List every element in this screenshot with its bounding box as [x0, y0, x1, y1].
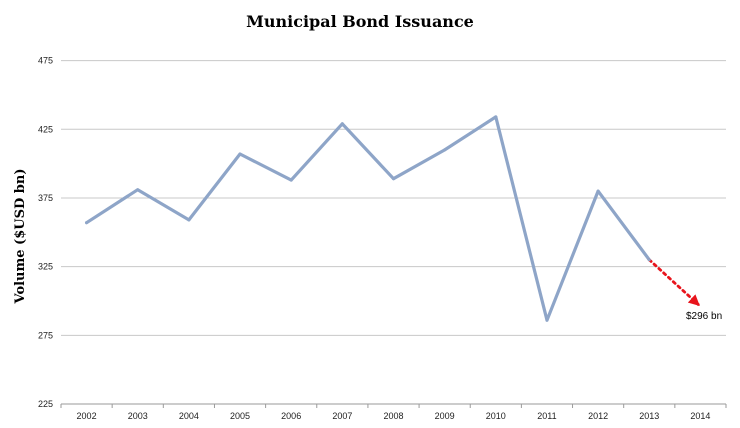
data-point-2011: [545, 318, 549, 322]
data-point-2013: [647, 258, 651, 262]
x-tick-label: 2012: [588, 411, 608, 421]
data-point-2010: [494, 115, 498, 119]
x-tick-label: 2002: [77, 411, 97, 421]
series-line-0: [84, 115, 651, 322]
y-axis-label: Volume ($USD bn): [13, 169, 28, 305]
y-tick-label: 425: [38, 124, 53, 134]
x-tick-label: 2008: [383, 411, 403, 421]
x-tick-label: 2013: [639, 411, 659, 421]
data-point-2012: [596, 189, 600, 193]
data-point-2009: [443, 148, 447, 152]
x-tick-label: 2006: [281, 411, 301, 421]
y-tick-label: 275: [38, 330, 53, 340]
chart-title: Municipal Bond Issuance: [246, 12, 474, 31]
gridlines: [61, 60, 726, 405]
data-point-2007: [340, 122, 344, 126]
data-point-2006: [289, 178, 293, 182]
forecast-annotation: $296 bn: [686, 311, 722, 322]
data-point-2008: [392, 177, 395, 181]
x-tick-label: 2003: [128, 411, 148, 421]
x-tick-label: 2014: [690, 411, 710, 421]
x-tick-label: 2007: [332, 411, 352, 421]
data-point-2004: [187, 218, 191, 222]
data-points: [85, 115, 651, 322]
forecast-arrow: [647, 258, 700, 306]
x-tick-label: 2009: [435, 411, 455, 421]
series-layer: [84, 115, 700, 322]
data-point-2005: [238, 152, 242, 156]
x-tick-label: 2004: [179, 411, 199, 421]
y-tick-label: 475: [38, 56, 53, 66]
x-tick-label: 2011: [537, 411, 556, 421]
x-tick-label: 2010: [486, 411, 506, 421]
y-tick-label: 325: [38, 262, 53, 272]
x-tick-label: 2005: [230, 411, 250, 421]
data-point-2002: [85, 221, 89, 225]
y-tick-labels: 225 275 325 375 425 475: [38, 56, 53, 409]
y-tick-label: 375: [38, 193, 53, 203]
x-tick-labels: 2002 2003 2004 2005 2006 2007 2008 2009 2010 2011…: [60, 404, 727, 421]
data-point-2003: [136, 188, 140, 192]
y-tick-label: 225: [38, 399, 53, 409]
